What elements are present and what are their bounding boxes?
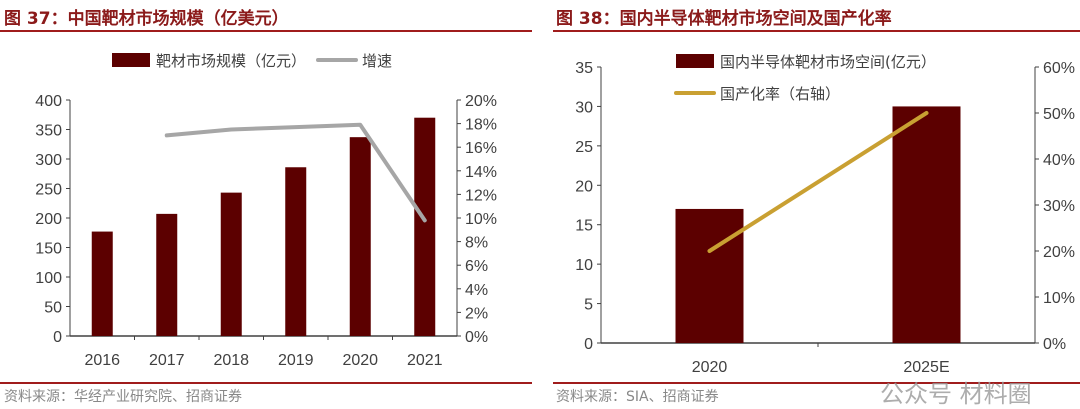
right-chart-title: 图 38：国内半导体靶材市场空间及国产化率	[556, 9, 892, 29]
chart1-x-tick-label: 2021	[407, 352, 443, 369]
chart1-bar-2021	[414, 117, 436, 336]
chart2-y-tick-label: 30	[575, 99, 593, 116]
chart1-y2-tick-label: 20%	[465, 93, 497, 110]
left-source-rule	[0, 382, 532, 384]
chart2-x-tick-label: 2020	[692, 359, 728, 376]
chart2-legend-bar-label: 国内半导体靶材市场空间(亿元）	[720, 53, 936, 71]
left-chart-title: 图 37：中国靶材市场规模（亿美元）	[4, 9, 289, 29]
chart2-y2-tick-label: 50%	[1043, 106, 1075, 123]
chart1-y2-tick-label: 6%	[465, 258, 488, 275]
chart2-y-tick-label: 10	[575, 257, 593, 274]
chart1-y-tick-label: 400	[35, 93, 62, 110]
chart2-bar-2025E	[892, 106, 961, 343]
chart2-legend-line-label: 国产化率（右轴）	[720, 85, 840, 103]
chart2-y2-tick-label: 0%	[1043, 336, 1066, 353]
chart2-y2-tick-label: 60%	[1043, 60, 1075, 77]
chart1-bar-2017	[156, 213, 178, 336]
chart2-y-tick-label: 25	[575, 139, 593, 156]
chart1-y-tick-label: 50	[44, 300, 62, 317]
chart2-y2-tick-label: 20%	[1043, 244, 1075, 261]
chart1-bar-2016	[91, 231, 113, 336]
chart1-y2-tick-label: 14%	[465, 164, 497, 181]
chart1-x-tick-label: 2017	[149, 352, 185, 369]
right-title-rule	[553, 30, 1080, 32]
chart2-y-tick-label: 35	[575, 60, 593, 77]
chart2-x-tick-label: 2025E	[903, 359, 949, 376]
chart2-legend-bar-swatch	[676, 54, 714, 68]
chart2-y-tick-label: 5	[584, 297, 593, 314]
chart2-bar-2020	[675, 208, 744, 343]
chart1-y2-tick-label: 2%	[465, 305, 488, 322]
chart1-y2-tick-label: 18%	[465, 117, 497, 134]
chart2-line-series	[707, 111, 929, 253]
chart1-legend-bar-swatch	[112, 53, 150, 67]
chart1-y2-tick-label: 4%	[465, 282, 488, 299]
chart1-x-tick-label: 2018	[213, 352, 249, 369]
chart1-legend-bar-label: 靶材市场规模（亿元）	[156, 52, 306, 70]
chart1-y2-tick-label: 0%	[465, 329, 488, 346]
chart1-bar-2018	[220, 192, 242, 336]
chart1-line-series	[164, 122, 427, 223]
chart1-y2-tick-label: 16%	[465, 140, 497, 157]
chart2-y-tick-label: 15	[575, 218, 593, 235]
right-source: 资料来源：SIA、招商证券	[556, 389, 719, 405]
chart2-y-tick-label: 0	[584, 336, 593, 353]
watermark: 公众号 材料圈	[880, 380, 1032, 408]
chart1-y-tick-label: 100	[35, 270, 62, 287]
chart2-y2-tick-label: 40%	[1043, 152, 1075, 169]
chart1-x-tick-label: 2019	[278, 352, 314, 369]
chart1-y-tick-label: 300	[35, 152, 62, 169]
chart1-y-tick-label: 0	[53, 329, 62, 346]
chart1-y2-tick-label: 8%	[465, 235, 488, 252]
chart1-legend-line-label: 增速	[362, 52, 392, 70]
chart2-y-tick-label: 20	[575, 178, 593, 195]
chart1-bar-2019	[285, 167, 307, 336]
left-source: 资料来源：华经产业研究院、招商证券	[4, 389, 242, 405]
chart1-y2-tick-label: 12%	[465, 187, 497, 204]
chart1-bar-2020	[349, 137, 371, 336]
chart1-x-tick-label: 2020	[342, 352, 378, 369]
chart2-y2-tick-label: 10%	[1043, 290, 1075, 307]
chart1-y-tick-label: 150	[35, 241, 62, 258]
chart2-y2-tick-label: 30%	[1043, 198, 1075, 215]
chart1-y-tick-label: 200	[35, 211, 62, 228]
chart1-y2-tick-label: 10%	[465, 211, 497, 228]
chart1-y-tick-label: 350	[35, 123, 62, 140]
right-source-rule	[553, 382, 1080, 384]
chart1-x-tick-label: 2016	[84, 352, 120, 369]
left-title-rule	[0, 30, 532, 32]
chart1-y-tick-label: 250	[35, 182, 62, 199]
